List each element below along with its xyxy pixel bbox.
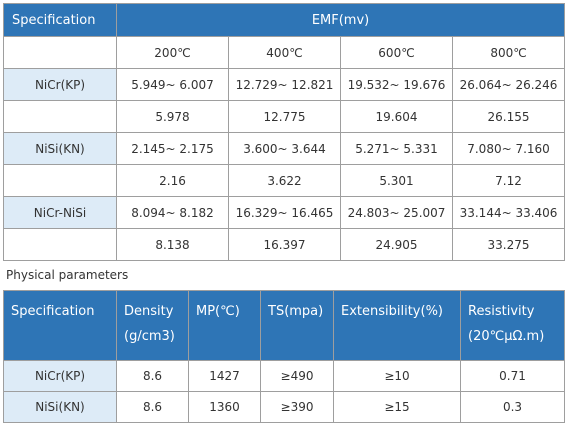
header-tensile-strength: TS(mpa) (260, 290, 334, 361)
emf-header-row: Specification EMF(mv) (3, 3, 566, 37)
table-row: 5.978 12.775 19.604 26.155 (3, 100, 566, 133)
range-cell: 26.064~ 26.246 (451, 68, 566, 101)
range-cell: 33.144~ 33.406 (451, 196, 566, 229)
nominal-cell: 26.155 (451, 100, 566, 133)
group-blank-cell (3, 228, 117, 261)
table-row: 8.138 16.397 24.905 33.275 (3, 228, 566, 261)
nominal-cell: 33.275 (451, 228, 566, 261)
extensibility-cell: ≥15 (333, 391, 461, 423)
range-cell: 5.949~ 6.007 (116, 68, 229, 101)
group-name-nicr-nisi: NiCr-NiSi (3, 196, 117, 229)
range-cell: 19.532~ 19.676 (340, 68, 453, 101)
group-name-nicr: NiCr(KP) (3, 68, 117, 101)
emf-table: Specification EMF(mv) 200℃ 400℃ 600℃ 800… (3, 3, 566, 261)
spec-cell: NiCr(KP) (3, 360, 117, 392)
range-cell: 24.803~ 25.007 (340, 196, 453, 229)
header-specification: Specification (3, 3, 117, 37)
temp-400: 400℃ (228, 36, 341, 69)
range-cell: 2.145~ 2.175 (116, 132, 229, 165)
header-emf: EMF(mv) (115, 3, 566, 37)
range-cell: 5.271~ 5.331 (340, 132, 453, 165)
density-cell: 8.6 (116, 360, 189, 392)
mp-cell: 1427 (188, 360, 261, 392)
table-row: NiCr(KP) 8.6 1427 ≥490 ≥10 0.71 (3, 360, 565, 392)
density-cell: 8.6 (116, 391, 189, 423)
resistivity-cell: 0.3 (460, 391, 565, 423)
ts-cell: ≥490 (260, 360, 334, 392)
table-row: NiCr(KP) 5.949~ 6.007 12.729~ 12.821 19.… (3, 68, 566, 101)
spec-cell: NiSi(KN) (3, 391, 117, 423)
ts-cell: ≥390 (260, 391, 334, 423)
range-cell: 8.094~ 8.182 (116, 196, 229, 229)
group-blank-cell (3, 164, 117, 197)
temp-800: 800℃ (451, 36, 566, 69)
table-row: NiCr-NiSi 8.094~ 8.182 16.329~ 16.465 24… (3, 196, 566, 229)
mp-cell: 1360 (188, 391, 261, 423)
temp-600: 600℃ (340, 36, 453, 69)
table-row: 2.16 3.622 5.301 7.12 (3, 164, 566, 197)
table-row: NiSi(KN) 8.6 1360 ≥390 ≥15 0.3 (3, 391, 565, 423)
nominal-cell: 16.397 (228, 228, 341, 261)
extensibility-cell: ≥10 (333, 360, 461, 392)
header-resistivity: Resistivity (20℃μΩ.m) (460, 290, 565, 361)
nominal-cell: 3.622 (228, 164, 341, 197)
physical-parameters-table: Specification Density (g/cm3) MP(℃) TS(mp… (3, 290, 565, 423)
header-density: Density (g/cm3) (116, 290, 189, 361)
nominal-cell: 19.604 (340, 100, 453, 133)
range-cell: 16.329~ 16.465 (228, 196, 341, 229)
temperature-row-blank (3, 36, 117, 69)
header-specification: Specification (3, 290, 117, 361)
header-extensibility: Extensibility(%) (333, 290, 461, 361)
temperature-row: 200℃ 400℃ 600℃ 800℃ (3, 36, 566, 69)
group-blank-cell (3, 100, 117, 133)
nominal-cell: 24.905 (340, 228, 453, 261)
physical-parameters-caption: Physical parameters (6, 268, 129, 282)
nominal-cell: 8.138 (116, 228, 229, 261)
range-cell: 7.080~ 7.160 (451, 132, 566, 165)
group-name-nisi: NiSi(KN) (3, 132, 117, 165)
temp-200: 200℃ (116, 36, 229, 69)
nominal-cell: 2.16 (116, 164, 229, 197)
resistivity-cell: 0.71 (460, 360, 565, 392)
nominal-cell: 7.12 (451, 164, 566, 197)
nominal-cell: 12.775 (228, 100, 341, 133)
header-melting-point: MP(℃) (188, 290, 261, 361)
table-row: NiSi(KN) 2.145~ 2.175 3.600~ 3.644 5.271… (3, 132, 566, 165)
nominal-cell: 5.301 (340, 164, 453, 197)
range-cell: 12.729~ 12.821 (228, 68, 341, 101)
nominal-cell: 5.978 (116, 100, 229, 133)
phys-header-row: Specification Density (g/cm3) MP(℃) TS(mp… (3, 290, 565, 361)
range-cell: 3.600~ 3.644 (228, 132, 341, 165)
